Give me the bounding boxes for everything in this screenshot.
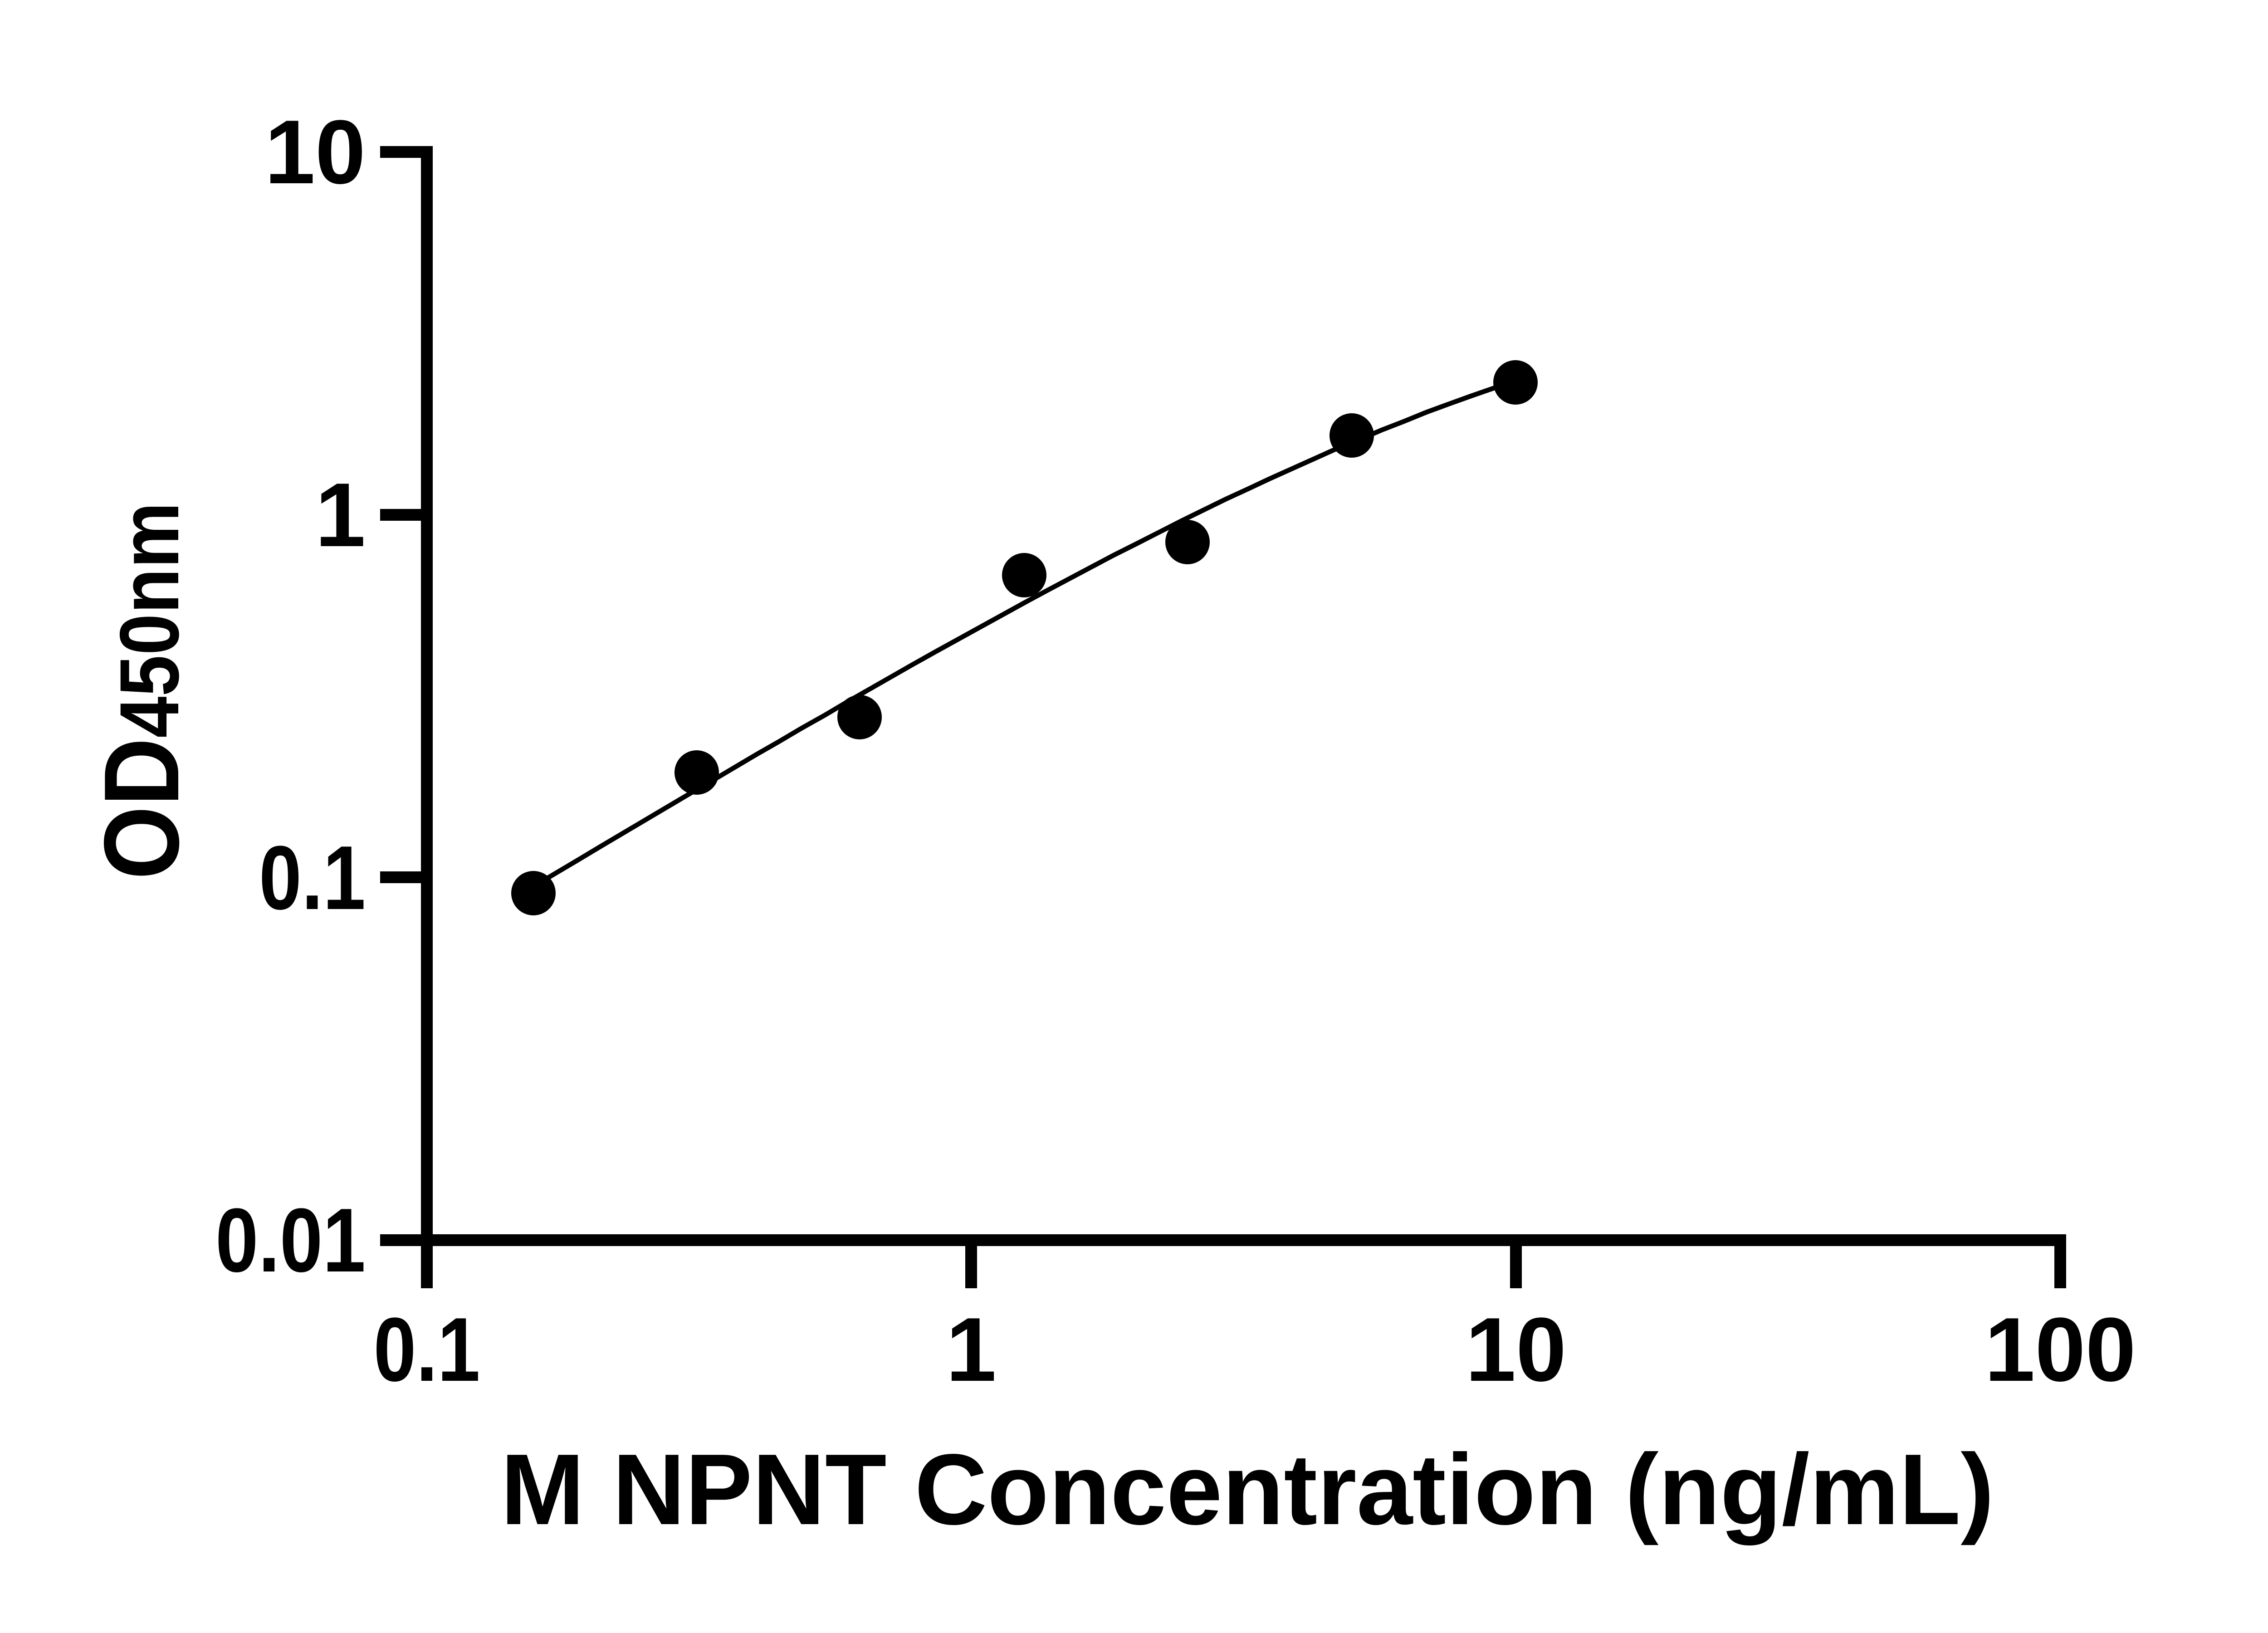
svg-text:OD450nm: OD450nm — [82, 502, 201, 880]
svg-text:M NPNT Concentration (ng/mL): M NPNT Concentration (ng/mL) — [501, 1433, 1994, 1546]
svg-text:0.1: 0.1 — [259, 827, 366, 929]
svg-text:1: 1 — [946, 1299, 996, 1400]
svg-text:1: 1 — [315, 464, 366, 566]
svg-text:100: 100 — [1984, 1299, 2136, 1400]
svg-text:10: 10 — [1466, 1299, 1566, 1400]
svg-text:0.01: 0.01 — [215, 1190, 366, 1291]
svg-text:10: 10 — [265, 102, 366, 203]
svg-text:0.1: 0.1 — [374, 1299, 480, 1400]
